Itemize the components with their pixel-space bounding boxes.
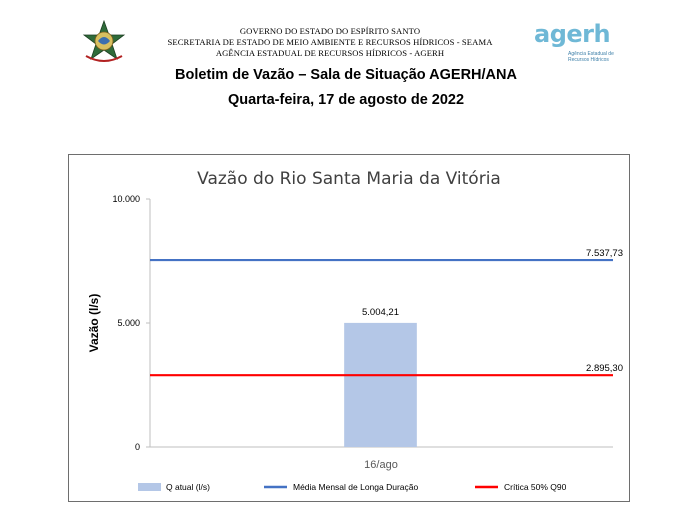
y-tick-label: 0 xyxy=(135,442,140,452)
legend-label-media-mensal: Média Mensal de Longa Duração xyxy=(293,482,418,492)
y-axis-label: Vazão (l/s) xyxy=(87,294,101,353)
bar-data-label: 5.004,21 xyxy=(362,307,399,318)
legend-swatch-q-atual xyxy=(138,483,161,491)
header-line-2: SECRETARIA DE ESTADO DE MEIO AMBIENTE E … xyxy=(167,37,493,47)
header-institution-lines: GOVERNO DO ESTADO DO ESPÍRITO SANTO SECR… xyxy=(130,26,530,59)
bulletin-date: Quarta-feira, 17 de agosto de 2022 xyxy=(227,92,465,108)
agerh-logo-subtitle-line-1: Agência Estadual de xyxy=(568,51,614,57)
x-category-label: 16/ago xyxy=(364,459,398,471)
agerh-logo-word: agerh xyxy=(534,20,611,48)
legend-label-q-atual: Q atual (l/s) xyxy=(166,482,210,492)
chart-marks: 5.004,21 7.537,73 2.895,30 xyxy=(150,248,623,447)
chart-frame: Vazão do Rio Santa Maria da Vitória Vazã… xyxy=(68,154,630,502)
bar-q-atual xyxy=(344,322,417,447)
bulletin-title: Boletim de Vazão – Sala de Situação AGER… xyxy=(175,67,517,83)
y-tick-label: 10.000 xyxy=(112,194,140,204)
y-tick-label: 5.000 xyxy=(117,318,140,328)
agerh-logo-subtitle-line-2: Recursos Hídricos xyxy=(568,57,609,63)
legend-label-critica: Crítica 50% Q90 xyxy=(504,482,567,492)
chart-title: Vazão do Rio Santa Maria da Vitória xyxy=(197,169,501,189)
coat-of-arms-emblem xyxy=(82,20,126,62)
agerh-logo-subtitle: Agência Estadual de Recursos Hídricos xyxy=(568,51,614,63)
y-axis-ticks: 0 5.000 10.000 xyxy=(112,194,150,452)
header-line-1: GOVERNO DO ESTADO DO ESPÍRITO SANTO xyxy=(239,26,421,36)
chart-legend: Q atual (l/s) Média Mensal de Longa Dura… xyxy=(138,482,567,492)
agerh-logo: agerh Agência Estadual de Recursos Hídri… xyxy=(532,20,632,66)
hline-data-label: 7.537,73 xyxy=(586,248,623,259)
hline-data-label: 2.895,30 xyxy=(586,363,623,374)
flow-chart: Vazão do Rio Santa Maria da Vitória Vazã… xyxy=(87,169,623,492)
header-line-3: AGÊNCIA ESTADUAL DE RECURSOS HÍDRICOS - … xyxy=(215,48,445,58)
